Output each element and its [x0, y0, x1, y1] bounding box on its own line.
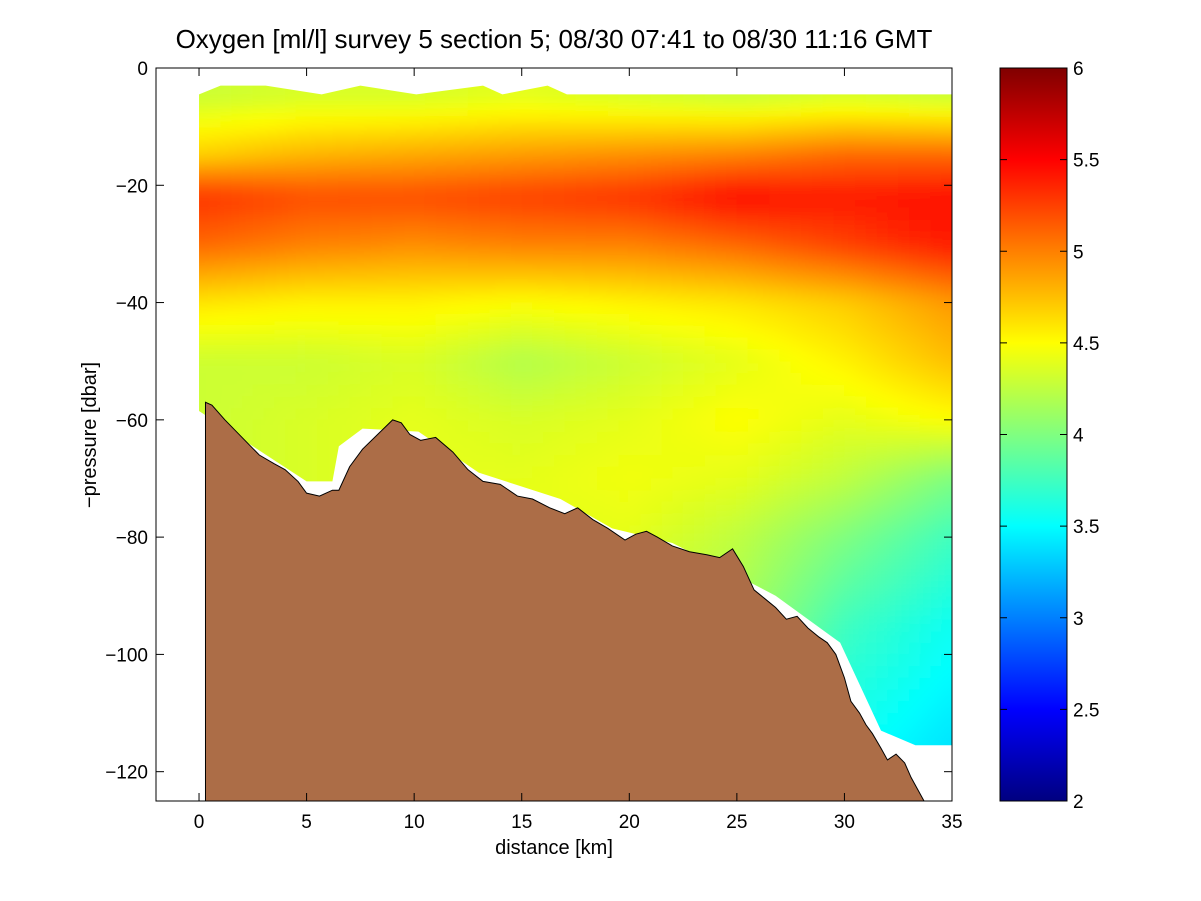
- colorbar: [1000, 68, 1067, 801]
- colorbar-tick-label: 5.5: [1073, 151, 1099, 172]
- seafloor: [204, 401, 925, 801]
- plot-frame: [155, 67, 953, 802]
- x-tick-label: 15: [511, 812, 532, 833]
- colorbar-tick-label: 3.5: [1073, 517, 1099, 538]
- x-tick-label: 0: [194, 812, 205, 833]
- colorbar-tick-label: 4: [1073, 426, 1084, 447]
- x-axis-ticks: 0 5 10 15 20 25 30 35: [194, 68, 963, 833]
- colorbar-tick-label: 3: [1073, 609, 1084, 630]
- colorbar-tick-label: 2: [1073, 792, 1084, 813]
- y-tick-label: −80: [116, 528, 148, 549]
- x-tick-label: 5: [301, 812, 312, 833]
- y-tick-label: −100: [105, 645, 148, 666]
- y-tick-label: −60: [116, 411, 148, 432]
- x-axis-label: distance [km]: [495, 837, 613, 859]
- chart-title: Oxygen [ml/l] survey 5 section 5; 08/30 …: [176, 24, 933, 54]
- colorbar-tick-label: 4.5: [1073, 334, 1099, 355]
- x-tick-label: 35: [941, 812, 962, 833]
- y-axis-label: −pressure [dbar]: [79, 362, 101, 508]
- x-tick-label: 10: [404, 812, 425, 833]
- y-tick-label: 0: [137, 59, 148, 80]
- y-axis-ticks: 0 −20 −40 −60 −80 −100 −120: [105, 59, 952, 784]
- colorbar-tick-label: 2.5: [1073, 700, 1099, 721]
- x-tick-label: 25: [726, 812, 747, 833]
- y-tick-label: −120: [105, 763, 148, 784]
- x-tick-label: 20: [619, 812, 640, 833]
- x-tick-label: 30: [834, 812, 855, 833]
- bathymetry-layer: [204, 401, 925, 801]
- colorbar-tick-label: 6: [1073, 59, 1084, 80]
- y-tick-label: −40: [116, 294, 148, 315]
- y-tick-label: −20: [116, 176, 148, 197]
- colorbar-tick-label: 5: [1073, 242, 1084, 263]
- colorbar-ticks: 2 2.5 3 3.5 4 4.5 5 5.5 6: [1000, 59, 1099, 813]
